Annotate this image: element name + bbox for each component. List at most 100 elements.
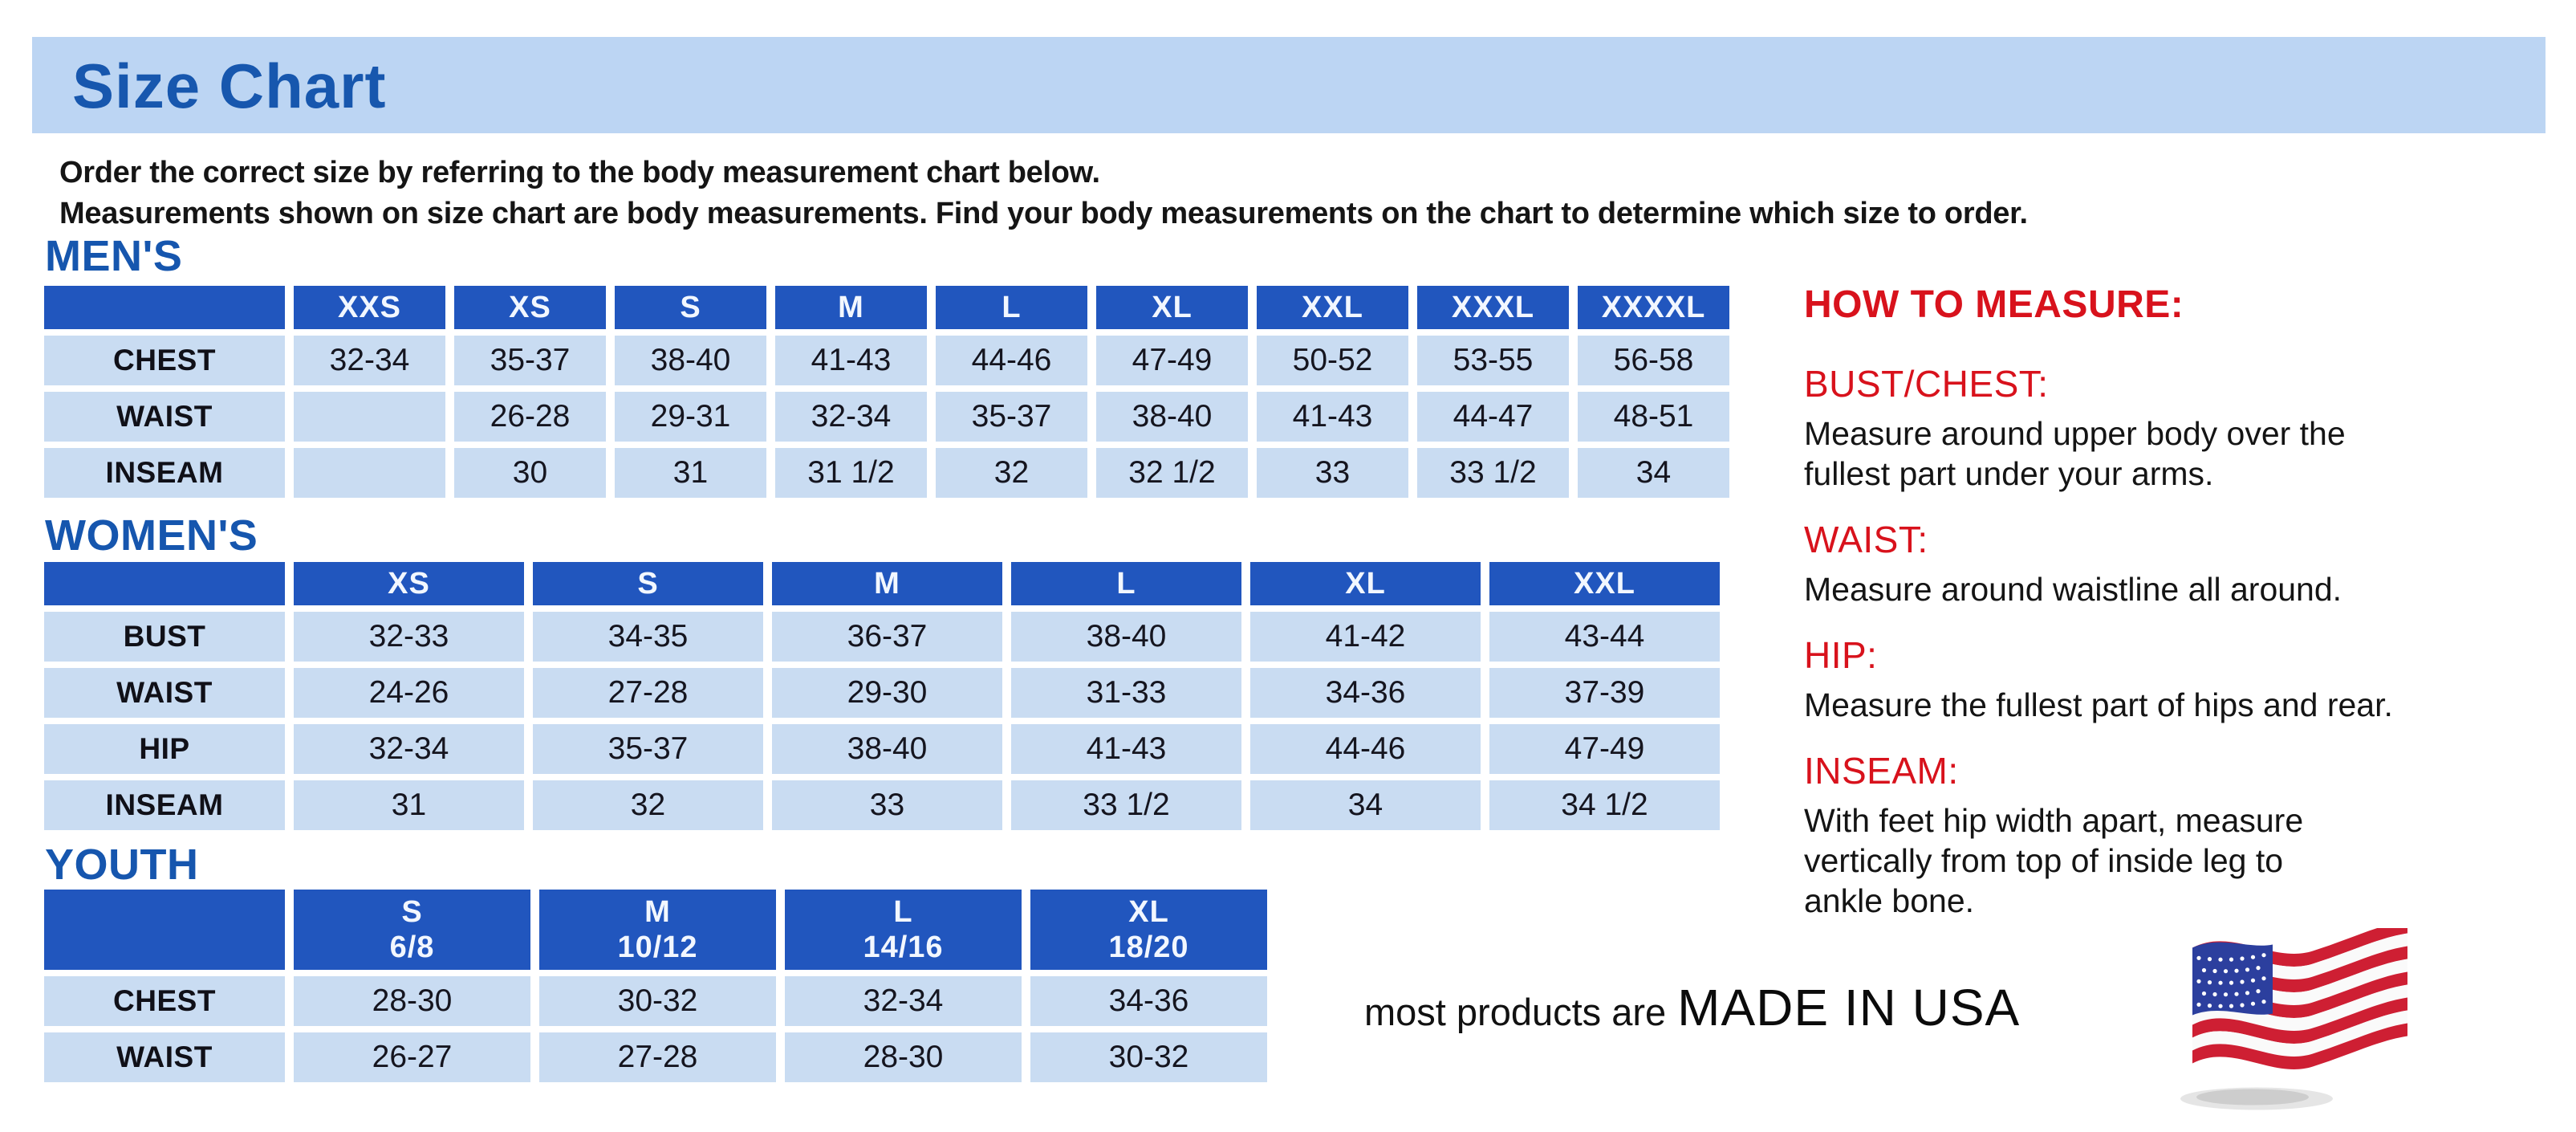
size-value-cell: 30-32 — [1030, 1032, 1267, 1082]
size-value-cell: 32-34 — [775, 392, 927, 442]
table-row: WAIST 26-28 29-31 32-34 35-37 38-40 41-43 44-47… — [44, 392, 1729, 442]
size-value-cell: 31-33 — [1011, 668, 1241, 718]
measure-term: WAIST: — [1804, 519, 1928, 560]
size-value-cell — [294, 448, 445, 498]
table-row: WAIST 24-26 27-28 29-30 31-33 34-36 37-39 — [44, 668, 1720, 718]
row-label-cell: WAIST — [44, 392, 285, 442]
size-value-cell: 24-26 — [294, 668, 524, 718]
table-row: CHEST 28-30 30-32 32-34 34-36 — [44, 976, 1267, 1026]
table-corner-cell — [44, 890, 285, 970]
flag-star — [2207, 1004, 2212, 1008]
size-column-header: XL — [1096, 286, 1248, 329]
size-value-cell: 38-40 — [615, 336, 766, 385]
size-column-header: XL 18/20 — [1030, 890, 1267, 970]
flag-shadow — [2196, 1089, 2309, 1106]
size-column-header: L — [1011, 562, 1241, 605]
flag-star — [2261, 1000, 2266, 1004]
size-value-cell — [294, 392, 445, 442]
flag-star — [2201, 991, 2207, 996]
flag-star — [2245, 991, 2250, 996]
flag-star — [2223, 969, 2229, 974]
intro-line-2: Measurements shown on size chart are bod… — [59, 197, 2028, 230]
size-value-cell: 26-27 — [294, 1032, 530, 1082]
size-value-cell: 38-40 — [1011, 612, 1241, 662]
size-value-cell: 31 — [615, 448, 766, 498]
size-column-header: S — [615, 286, 766, 329]
row-label-cell: HIP — [44, 724, 285, 774]
size-value-cell: 47-49 — [1096, 336, 1248, 385]
size-value-cell: 32-34 — [785, 976, 1022, 1026]
size-value-cell: 44-47 — [1417, 392, 1569, 442]
size-value-cell: 53-55 — [1417, 336, 1569, 385]
flag-star — [2212, 992, 2217, 997]
size-column-header: M — [775, 286, 927, 329]
size-value-cell: 41-43 — [1257, 392, 1408, 442]
flag-star — [2196, 955, 2201, 960]
table-row: BUST 32-33 34-35 36-37 38-40 41-42 43-44 — [44, 612, 1720, 662]
row-label-cell: INSEAM — [44, 448, 285, 498]
flag-stripe — [2192, 997, 2407, 1044]
flag-canton — [2192, 942, 2273, 1016]
footer-prefix-text: most products are — [1364, 991, 1667, 1033]
row-label-cell: WAIST — [44, 668, 285, 718]
flag-star — [2256, 966, 2261, 971]
size-value-cell: 41-43 — [1011, 724, 1241, 774]
size-column-header: XXL — [1489, 562, 1720, 605]
made-in-usa-text: MADE IN USA — [1677, 979, 2021, 1036]
flag-star — [2240, 979, 2245, 984]
size-value-cell: 30-32 — [539, 976, 776, 1026]
size-value-cell: 41-42 — [1250, 612, 1481, 662]
size-column-header: XS — [294, 562, 524, 605]
size-value-cell: 29-30 — [772, 668, 1002, 718]
flag-star — [2196, 979, 2201, 983]
size-value-cell: 34-36 — [1250, 668, 1481, 718]
size-column-header: XXXL — [1417, 286, 1569, 329]
measure-term: HIP: — [1804, 634, 1878, 676]
how-to-measure-heading: HOW TO MEASURE: — [1804, 283, 2184, 326]
page-title: Size Chart — [72, 51, 387, 121]
size-value-cell: 34-35 — [533, 612, 763, 662]
table-row: INSEAM 31 32 33 33 1/2 34 34 1/2 — [44, 780, 1720, 830]
table-corner-cell — [44, 562, 285, 605]
size-value-cell: 33 1/2 — [1011, 780, 1241, 830]
size-column-header: XL — [1250, 562, 1481, 605]
measure-description: Measure around waistline all around. — [1804, 571, 2342, 608]
row-label-cell: BUST — [44, 612, 285, 662]
size-value-cell: 34-36 — [1030, 976, 1267, 1026]
flag-star — [2240, 956, 2245, 961]
size-value-cell: 28-30 — [294, 976, 530, 1026]
size-column-header: XS — [454, 286, 606, 329]
flag-star — [2234, 968, 2239, 973]
size-value-cell: 34 — [1250, 780, 1481, 830]
womens-section-heading: WOMEN'S — [45, 511, 258, 560]
size-column-header: S — [533, 562, 763, 605]
size-value-cell: 27-28 — [533, 668, 763, 718]
size-value-cell: 38-40 — [772, 724, 1002, 774]
table-corner-cell — [44, 286, 285, 329]
flag-star — [2229, 957, 2234, 962]
size-value-cell: 36-37 — [772, 612, 1002, 662]
size-value-cell: 41-43 — [775, 336, 927, 385]
intro-text: Order the correct size by referring to t… — [59, 153, 2539, 234]
row-label-cell: CHEST — [44, 976, 285, 1026]
size-value-cell: 56-58 — [1578, 336, 1729, 385]
flag-star — [2223, 992, 2229, 997]
size-value-cell: 32-34 — [294, 336, 445, 385]
footer-note: most products are MADE IN USA — [1364, 978, 2020, 1037]
size-value-cell: 38-40 — [1096, 392, 1248, 442]
flag-star — [2196, 1002, 2201, 1007]
size-value-cell: 27-28 — [539, 1032, 776, 1082]
flag-stripe — [2192, 1010, 2407, 1057]
measure-description: Measure around upper body over the fulles… — [1804, 415, 2346, 492]
intro-line-1: Order the correct size by referring to t… — [59, 156, 1100, 189]
size-value-cell: 31 — [294, 780, 524, 830]
how-to-measure-panel: HOW TO MEASURE: BUST/CHEST: Measure aroun… — [1804, 283, 2558, 921]
size-value-cell: 32 — [936, 448, 1087, 498]
flag-star — [2207, 957, 2212, 962]
flag-star — [2250, 955, 2256, 959]
size-value-cell: 33 — [1257, 448, 1408, 498]
table-row: HIP 32-34 35-37 38-40 41-43 44-46 47-49 — [44, 724, 1720, 774]
size-value-cell: 43-44 — [1489, 612, 1720, 662]
size-column-header: L — [936, 286, 1087, 329]
